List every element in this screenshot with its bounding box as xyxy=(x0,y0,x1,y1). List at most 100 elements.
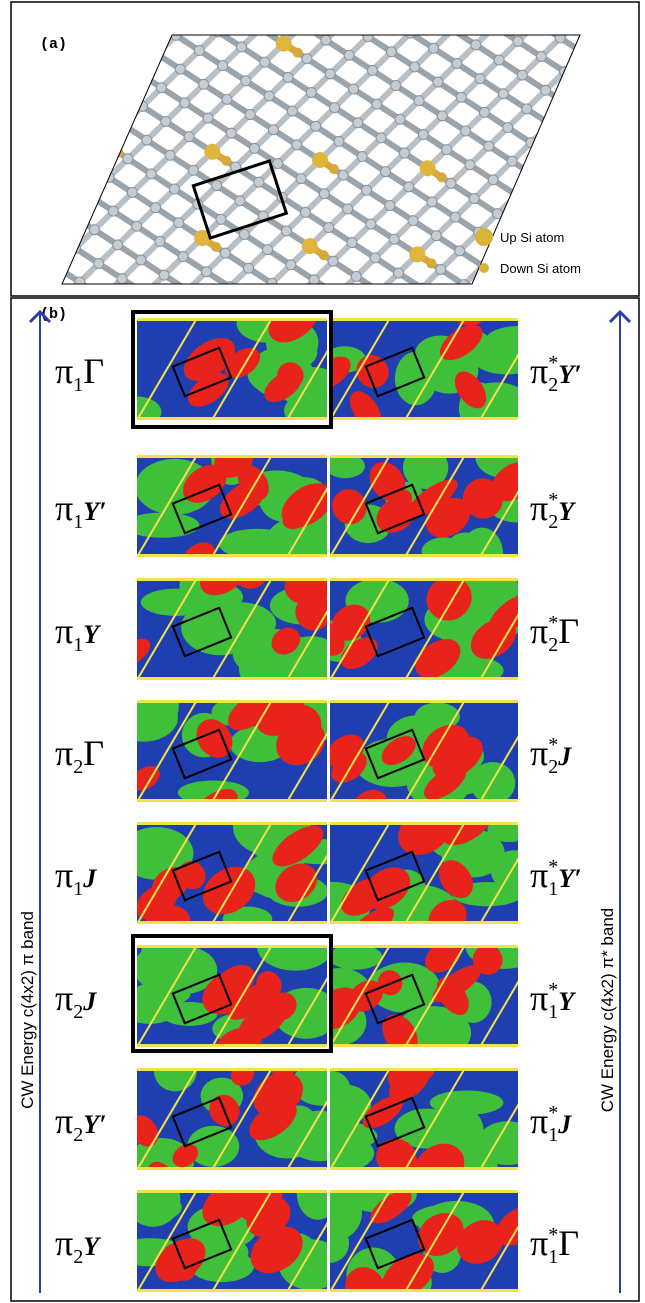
atom xyxy=(239,229,249,239)
atom xyxy=(203,113,213,123)
superscript: * xyxy=(548,1102,558,1124)
atom xyxy=(321,35,331,45)
bond xyxy=(0,203,6,222)
atom xyxy=(283,72,293,82)
atom xyxy=(151,203,161,213)
superscript: * xyxy=(548,734,558,756)
symbol: π xyxy=(530,855,548,895)
cell-bottom xyxy=(137,1044,327,1047)
atom xyxy=(184,132,194,142)
atom xyxy=(159,270,169,280)
atom xyxy=(479,107,489,117)
atom xyxy=(264,91,274,101)
atom xyxy=(391,81,401,91)
atom xyxy=(218,61,228,71)
subscript: 2 xyxy=(548,374,558,396)
cell-bottom xyxy=(330,677,518,680)
cell-bottom xyxy=(330,921,518,924)
superscript: * xyxy=(548,352,558,374)
atom xyxy=(245,110,255,120)
atom xyxy=(366,219,376,229)
atom xyxy=(455,246,465,256)
atom xyxy=(395,114,405,124)
atom xyxy=(429,43,439,53)
atom xyxy=(123,154,133,164)
cell-bottom xyxy=(330,1167,518,1170)
atom xyxy=(0,130,2,140)
cell-bottom xyxy=(137,799,327,802)
up-atom xyxy=(276,36,292,52)
subscript: 1 xyxy=(73,634,83,656)
atom xyxy=(386,47,396,57)
atom xyxy=(302,54,312,64)
atom xyxy=(334,136,344,146)
atom xyxy=(324,223,334,233)
atom xyxy=(443,0,453,1)
bond xyxy=(0,34,7,49)
subscript: 1 xyxy=(548,1246,558,1268)
symbol: π xyxy=(55,351,73,391)
bond xyxy=(0,49,7,68)
atom xyxy=(108,206,118,216)
atom xyxy=(89,225,99,235)
cell-top xyxy=(330,578,518,581)
superscript: * xyxy=(548,979,558,1001)
up-atom xyxy=(302,238,318,254)
cell-top xyxy=(137,700,327,703)
atom xyxy=(414,96,424,106)
k-point: Γ xyxy=(83,733,104,773)
atom xyxy=(513,36,523,46)
bond xyxy=(0,169,1,188)
atom xyxy=(0,10,8,20)
atom xyxy=(488,175,498,185)
superscript: * xyxy=(548,1224,558,1246)
atom xyxy=(475,74,485,84)
atom xyxy=(367,65,377,75)
subscript: 2 xyxy=(548,511,558,533)
atom xyxy=(188,165,198,175)
cell-bottom xyxy=(330,799,518,802)
symbol: π xyxy=(55,855,73,895)
cell-bottom xyxy=(137,677,327,680)
k-point: J xyxy=(82,864,97,893)
atom xyxy=(287,106,297,116)
atom xyxy=(325,69,335,79)
atom xyxy=(178,252,188,262)
atom xyxy=(385,200,395,210)
atom xyxy=(640,26,645,36)
atom xyxy=(201,267,211,277)
subscript: 1 xyxy=(73,511,83,533)
atom xyxy=(541,85,551,95)
up-atom xyxy=(420,160,436,176)
atom xyxy=(362,185,372,195)
bond xyxy=(598,0,617,1)
atom xyxy=(330,103,340,113)
bond xyxy=(0,68,12,83)
atom xyxy=(351,271,361,281)
atom xyxy=(113,240,123,250)
atom xyxy=(292,140,302,150)
atom xyxy=(0,164,6,174)
superscript: * xyxy=(548,612,558,634)
atom xyxy=(237,42,247,52)
atom xyxy=(94,258,104,268)
atom xyxy=(450,212,460,222)
cell-top xyxy=(330,945,518,948)
cell-bottom xyxy=(137,554,327,557)
atom xyxy=(347,238,357,248)
down-atom xyxy=(319,250,329,260)
atom xyxy=(273,158,283,168)
bond xyxy=(0,15,3,34)
cell-bottom xyxy=(137,921,327,924)
legend-marker xyxy=(475,228,493,246)
atom xyxy=(452,58,462,68)
symbol: π xyxy=(55,1101,73,1141)
legend-label: Down Si atom xyxy=(500,261,581,276)
atom xyxy=(136,255,146,265)
panel-label: (b) xyxy=(40,306,67,323)
superscript: * xyxy=(548,489,558,511)
subscript: 2 xyxy=(73,756,83,778)
k-point: Γ xyxy=(83,351,104,391)
atom xyxy=(418,129,428,139)
atom xyxy=(507,156,517,166)
